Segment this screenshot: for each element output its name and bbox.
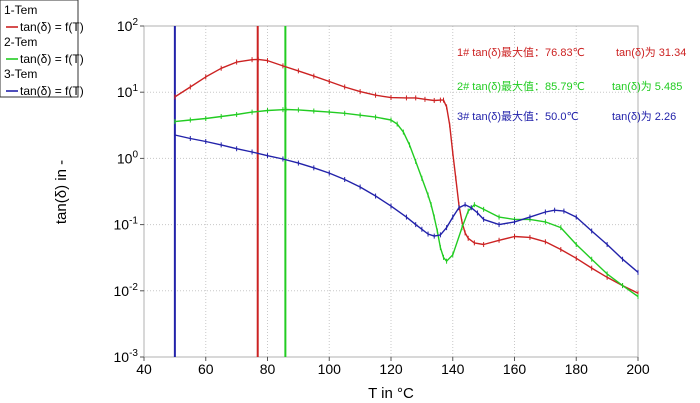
- y-tick-label: 100: [117, 149, 139, 166]
- x-tick-label: 40: [136, 361, 152, 377]
- annotations: 1# tan(δ)最大值：76.83℃ tan(δ)为 31.34 2# tan…: [457, 45, 686, 123]
- y-axis-label: tan(δ) in -: [53, 160, 70, 224]
- annotation-1-label: 1# tan(δ)最大值：76.83℃: [457, 45, 585, 59]
- x-tick-label: 80: [260, 361, 276, 377]
- x-tick-label: 60: [198, 361, 214, 377]
- legend-series-1-label: tan(δ) = f(T): [20, 20, 84, 34]
- x-tick-label: 200: [626, 361, 650, 377]
- y-tick-label: 102: [117, 17, 139, 34]
- series-1-line: [174, 58, 639, 294]
- legend-series-1-name: 1-Tem: [4, 3, 37, 17]
- annotation-2-value: tan(δ)为 5.485: [612, 80, 682, 93]
- annotation-1-value: tan(δ)为 31.34: [616, 46, 686, 59]
- legend-series-2-label: tan(δ) = f(T): [20, 52, 84, 66]
- x-tick-label: 180: [565, 361, 589, 377]
- legend-series-3-label: tan(δ) = f(T): [20, 84, 84, 98]
- y-axis-ticks: 10-3 10-2 10-1 100 101 102: [114, 17, 144, 365]
- x-axis-ticks: 40 60 80 100 120 140 160 180 200: [136, 357, 650, 377]
- legend-series-3-name: 3-Tem: [4, 67, 37, 81]
- legend: 1-Tem tan(δ) = f(T) 2-Tem tan(δ) = f(T) …: [0, 0, 84, 98]
- x-tick-label: 140: [441, 361, 465, 377]
- grid: [144, 26, 638, 357]
- y-tick-label: 101: [117, 83, 139, 100]
- annotation-3-value: tan(δ)为 2.26: [612, 110, 676, 123]
- y-tick-label: 10-3: [114, 348, 139, 365]
- x-tick-label: 120: [379, 361, 403, 377]
- legend-frame: [0, 0, 79, 98]
- series-layer: [174, 56, 639, 300]
- marker-lines: [173, 26, 287, 357]
- x-tick-label: 160: [503, 361, 527, 377]
- x-axis-label: T in °C: [368, 385, 414, 402]
- annotation-2-label: 2# tan(δ)最大值：85.79℃: [457, 79, 585, 93]
- legend-series-2-name: 2-Tem: [4, 35, 37, 49]
- x-tick-label: 100: [318, 361, 342, 377]
- y-tick-label: 10-1: [114, 216, 139, 233]
- y-tick-label: 10-2: [114, 282, 139, 299]
- annotation-3-label: 3# tan(δ)最大值：50.0℃: [457, 109, 579, 123]
